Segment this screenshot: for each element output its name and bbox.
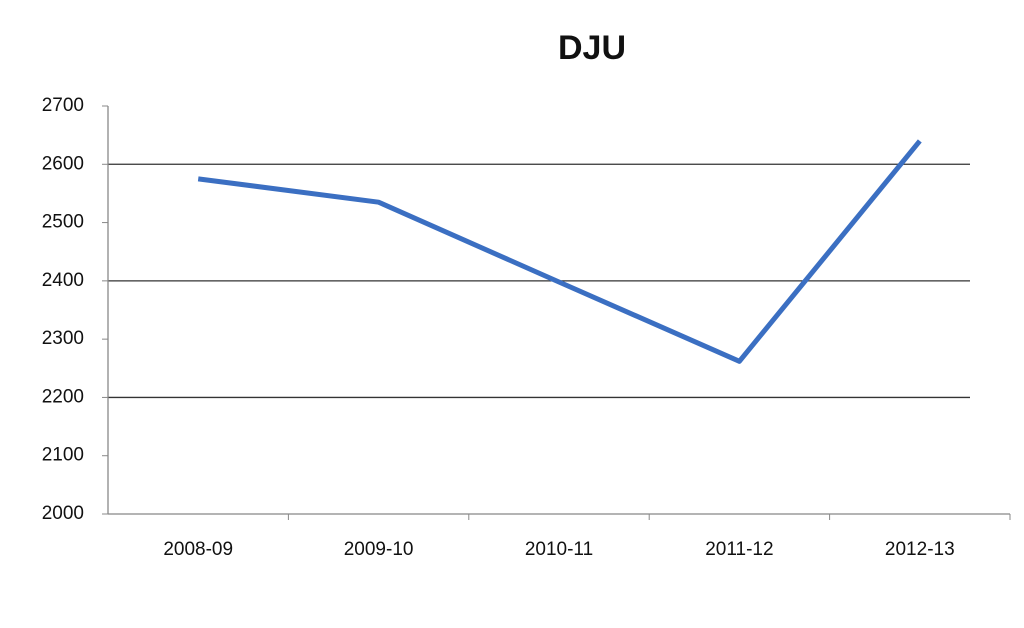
y-tick-label: 2700 bbox=[42, 95, 84, 116]
y-tick-label: 2600 bbox=[42, 153, 84, 174]
x-tick-label: 2008-09 bbox=[163, 539, 233, 560]
y-tick-label: 2200 bbox=[42, 386, 84, 407]
x-tick-label: 2010-11 bbox=[525, 539, 593, 560]
x-tick-label: 2009-10 bbox=[344, 539, 414, 560]
data-line bbox=[197, 139, 922, 364]
chart-title: DJU bbox=[558, 29, 626, 67]
y-tick-label: 2000 bbox=[42, 503, 84, 524]
y-tick-label: 2300 bbox=[42, 328, 84, 349]
x-tick-label: 2012-13 bbox=[885, 539, 955, 560]
y-tick-label: 2500 bbox=[42, 212, 84, 233]
y-tick-label: 2100 bbox=[42, 445, 84, 466]
y-tick-label: 2400 bbox=[42, 270, 84, 291]
x-tick-label: 2011-12 bbox=[705, 539, 773, 560]
